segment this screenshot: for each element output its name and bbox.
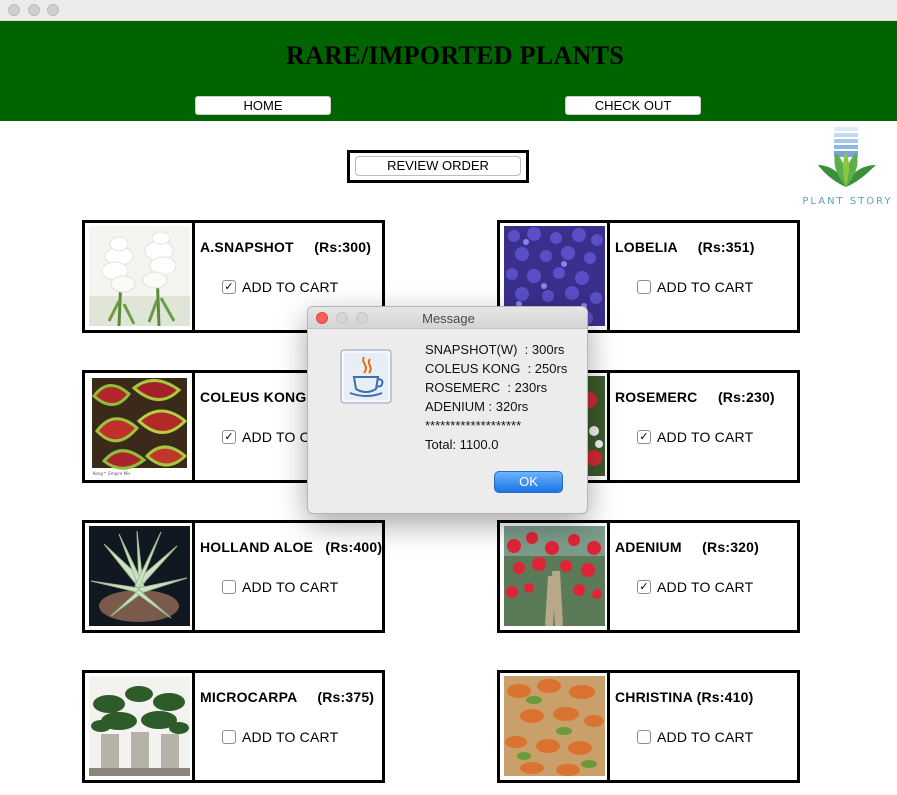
add-to-cart-label: ADD TO CART bbox=[242, 579, 339, 595]
header-banner: RARE/IMPORTED PLANTS HOME CHECK OUT bbox=[0, 21, 897, 121]
product-name: A.SNAPSHOT (Rs:300) bbox=[200, 239, 372, 255]
white-snapdragon-image bbox=[85, 223, 195, 330]
window-titlebar bbox=[0, 0, 897, 21]
logo-text: PLANT STORY bbox=[802, 196, 893, 207]
order-line: COLEUS KONG : 250rs bbox=[425, 361, 568, 376]
product-name: ROSEMERC (Rs:230) bbox=[615, 389, 775, 405]
coleus-leaves-image: Kong™ Empire Mix bbox=[85, 373, 195, 480]
product-name: LOBELIA (Rs:351) bbox=[615, 239, 755, 255]
add-to-cart-label: ADD TO CART bbox=[657, 579, 754, 595]
product-card-holland-aloe: HOLLAND ALOE (Rs:400) ADD TO CART bbox=[82, 520, 385, 633]
product-name: ADENIUM (Rs:320) bbox=[615, 539, 760, 555]
zoom-window-button[interactable] bbox=[47, 4, 59, 16]
review-order-button[interactable]: REVIEW ORDER bbox=[355, 156, 521, 176]
add-to-cart-checkbox[interactable] bbox=[637, 280, 651, 294]
dialog-titlebar: Message bbox=[308, 307, 587, 329]
product-name: COLEUS KONG bbox=[200, 389, 307, 405]
bonsai-image bbox=[85, 673, 195, 780]
add-to-cart-checkbox[interactable] bbox=[637, 730, 651, 744]
separator-line: ******************* bbox=[425, 418, 522, 433]
aloe-plant-image bbox=[85, 523, 195, 630]
svg-text:Kong™ Empire Mix: Kong™ Empire Mix bbox=[93, 471, 131, 476]
product-name: HOLLAND ALOE (Rs:400) bbox=[200, 539, 383, 555]
add-to-cart-checkbox[interactable]: ✓ bbox=[222, 280, 236, 294]
add-to-cart-checkbox[interactable]: ✓ bbox=[637, 430, 651, 444]
order-line: ROSEMERC : 230rs bbox=[425, 380, 548, 395]
shrub-image bbox=[500, 673, 610, 780]
home-button[interactable]: HOME bbox=[195, 96, 331, 115]
java-coffee-cup-icon bbox=[340, 349, 392, 404]
dialog-minimize-button[interactable] bbox=[336, 312, 348, 324]
dialog-close-button[interactable] bbox=[316, 312, 328, 324]
dialog-title: Message bbox=[422, 311, 475, 326]
ok-button[interactable]: OK bbox=[494, 471, 563, 493]
order-line: ADENIUM : 320rs bbox=[425, 399, 529, 414]
message-dialog: Message SNAPSHOT(W) : 300rs COLEUS KONG … bbox=[307, 306, 588, 514]
product-card-adenium: ADENIUM (Rs:320) ✓ ADD TO CART bbox=[497, 520, 800, 633]
add-to-cart-checkbox[interactable]: ✓ bbox=[637, 580, 651, 594]
add-to-cart-label: ADD TO CART bbox=[657, 729, 754, 745]
add-to-cart-checkbox[interactable] bbox=[222, 580, 236, 594]
review-order-panel: REVIEW ORDER bbox=[347, 150, 529, 183]
add-to-cart-label: ADD TO CART bbox=[657, 429, 754, 445]
product-card-christina: CHRISTINA (Rs:410) ADD TO CART bbox=[497, 670, 800, 783]
adenium-image bbox=[500, 523, 610, 630]
plant-story-logo: PLANT STORY bbox=[800, 125, 895, 210]
page-title: RARE/IMPORTED PLANTS bbox=[285, 41, 625, 70]
add-to-cart-label: ADD TO CART bbox=[242, 279, 339, 295]
add-to-cart-checkbox[interactable]: ✓ bbox=[222, 430, 236, 444]
add-to-cart-label: ADD TO CART bbox=[242, 729, 339, 745]
order-line: SNAPSHOT(W) : 300rs bbox=[425, 342, 565, 357]
lotus-logo-icon bbox=[818, 127, 876, 187]
add-to-cart-checkbox[interactable] bbox=[222, 730, 236, 744]
close-window-button[interactable] bbox=[8, 4, 20, 16]
add-to-cart-label: ADD TO CART bbox=[657, 279, 754, 295]
minimize-window-button[interactable] bbox=[28, 4, 40, 16]
product-name: CHRISTINA (Rs:410) bbox=[615, 689, 754, 705]
product-name: MICROCARPA (Rs:375) bbox=[200, 689, 375, 705]
checkout-button[interactable]: CHECK OUT bbox=[565, 96, 701, 115]
product-card-coleus-kong: Kong™ Empire Mix COLEUS KONG ✓ ADD TO CA… bbox=[82, 370, 385, 483]
dialog-zoom-button[interactable] bbox=[356, 312, 368, 324]
order-total: Total: 1100.0 bbox=[425, 437, 499, 452]
product-card-microcarpa: MICROCARPA (Rs:375) ADD TO CART bbox=[82, 670, 385, 783]
